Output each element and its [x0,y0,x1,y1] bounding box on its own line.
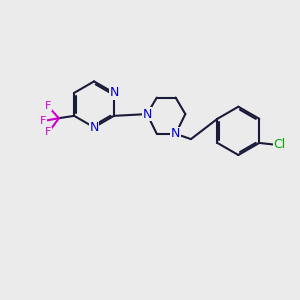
Text: F: F [45,127,52,137]
Text: N: N [142,108,152,121]
Text: N: N [109,86,119,99]
Text: N: N [89,121,99,134]
Text: Cl: Cl [274,138,286,151]
Text: F: F [40,116,46,126]
Text: F: F [44,101,51,111]
Text: N: N [171,127,180,140]
